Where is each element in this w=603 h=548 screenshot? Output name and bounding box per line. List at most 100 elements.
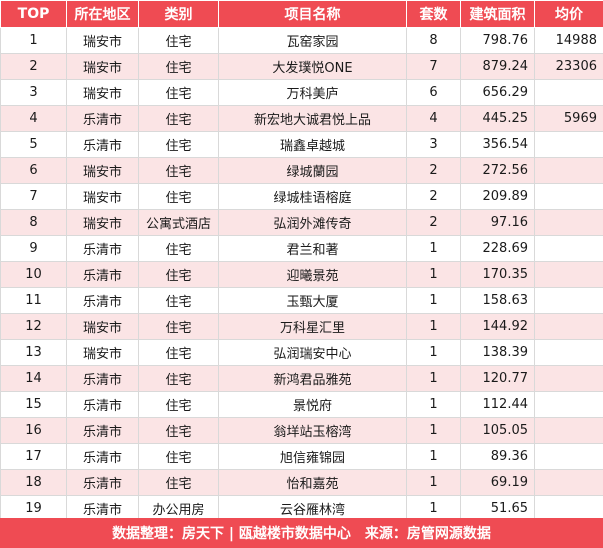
cell-category: 住宅 xyxy=(138,235,219,262)
cell-area: 356.54 xyxy=(460,131,535,158)
cell-top: 19 xyxy=(0,495,67,522)
cell-category: 公寓式酒店 xyxy=(138,209,219,236)
cell-units: 7 xyxy=(406,53,461,80)
cell-category: 住宅 xyxy=(138,417,219,444)
cell-project-name: 云谷雁林湾 xyxy=(218,495,407,522)
cell-project-name: 景悦府 xyxy=(218,391,407,418)
cell-units: 1 xyxy=(406,261,461,288)
cell-region: 瑞安市 xyxy=(66,27,139,54)
header-area: 建筑面积 xyxy=(460,0,535,28)
header-avg-price: 均价 xyxy=(534,0,603,28)
cell-units: 1 xyxy=(406,287,461,314)
cell-region: 乐清市 xyxy=(66,105,139,132)
cell-avg-price xyxy=(534,313,603,340)
cell-project-name: 大发璞悦ONE xyxy=(218,53,407,80)
cell-category: 住宅 xyxy=(138,469,219,496)
cell-project-name: 新鸿君品雅苑 xyxy=(218,365,407,392)
cell-category: 住宅 xyxy=(138,53,219,80)
cell-top: 13 xyxy=(0,339,67,366)
cell-category: 住宅 xyxy=(138,443,219,470)
cell-project-name: 绿城蘭园 xyxy=(218,157,407,184)
cell-project-name: 君兰和著 xyxy=(218,235,407,262)
cell-project-name: 瑞鑫卓越城 xyxy=(218,131,407,158)
cell-region: 瑞安市 xyxy=(66,157,139,184)
cell-category: 住宅 xyxy=(138,131,219,158)
header-region: 所在地区 xyxy=(66,0,139,28)
cell-units: 1 xyxy=(406,469,461,496)
cell-category: 住宅 xyxy=(138,287,219,314)
cell-top: 6 xyxy=(0,157,67,184)
cell-project-name: 弘润外滩传奇 xyxy=(218,209,407,236)
table-row: 12 瑞安市 住宅 万科星汇里 1 144.92 xyxy=(0,313,603,340)
cell-top: 1 xyxy=(0,27,67,54)
cell-units: 1 xyxy=(406,495,461,522)
cell-units: 1 xyxy=(406,365,461,392)
cell-units: 2 xyxy=(406,209,461,236)
cell-avg-price xyxy=(534,131,603,158)
cell-top: 15 xyxy=(0,391,67,418)
cell-region: 瑞安市 xyxy=(66,79,139,106)
cell-avg-price: 23306 xyxy=(534,53,603,80)
cell-top: 12 xyxy=(0,313,67,340)
cell-area: 51.65 xyxy=(460,495,535,522)
cell-category: 住宅 xyxy=(138,183,219,210)
cell-top: 7 xyxy=(0,183,67,210)
cell-category: 住宅 xyxy=(138,313,219,340)
cell-area: 120.77 xyxy=(460,365,535,392)
cell-avg-price xyxy=(534,443,603,470)
cell-units: 1 xyxy=(406,313,461,340)
cell-avg-price xyxy=(534,183,603,210)
cell-avg-price: 5969 xyxy=(534,105,603,132)
cell-region: 乐清市 xyxy=(66,443,139,470)
cell-region: 乐清市 xyxy=(66,469,139,496)
cell-units: 4 xyxy=(406,105,461,132)
cell-units: 1 xyxy=(406,339,461,366)
cell-avg-price xyxy=(534,209,603,236)
cell-region: 乐清市 xyxy=(66,261,139,288)
cell-category: 住宅 xyxy=(138,365,219,392)
table-row: 6 瑞安市 住宅 绿城蘭园 2 272.56 xyxy=(0,157,603,184)
table-row: 16 乐清市 住宅 翁垟站玉榕湾 1 105.05 xyxy=(0,417,603,444)
cell-region: 瑞安市 xyxy=(66,339,139,366)
cell-avg-price xyxy=(534,79,603,106)
table-row: 10 乐清市 住宅 迎曦景苑 1 170.35 xyxy=(0,261,603,288)
cell-area: 209.89 xyxy=(460,183,535,210)
header-units: 套数 xyxy=(406,0,461,28)
cell-category: 住宅 xyxy=(138,27,219,54)
cell-area: 170.35 xyxy=(460,261,535,288)
cell-units: 1 xyxy=(406,391,461,418)
cell-region: 乐清市 xyxy=(66,417,139,444)
table-row: 5 乐清市 住宅 瑞鑫卓越城 3 356.54 xyxy=(0,131,603,158)
cell-top: 2 xyxy=(0,53,67,80)
cell-region: 瑞安市 xyxy=(66,183,139,210)
cell-area: 138.39 xyxy=(460,339,535,366)
cell-avg-price xyxy=(534,391,603,418)
header-category: 类别 xyxy=(138,0,219,28)
header-top: TOP xyxy=(0,0,67,28)
cell-category: 住宅 xyxy=(138,157,219,184)
cell-area: 798.76 xyxy=(460,27,535,54)
table-row: 15 乐清市 住宅 景悦府 1 112.44 xyxy=(0,391,603,418)
table-body: 1 瑞安市 住宅 瓦窑家园 8 798.76 14988 2 瑞安市 住宅 大发璞悦ONE 7 879.… xyxy=(0,27,603,522)
cell-top: 16 xyxy=(0,417,67,444)
cell-top: 3 xyxy=(0,79,67,106)
cell-project-name: 迎曦景苑 xyxy=(218,261,407,288)
cell-category: 住宅 xyxy=(138,339,219,366)
cell-area: 112.44 xyxy=(460,391,535,418)
cell-avg-price xyxy=(534,157,603,184)
cell-region: 瑞安市 xyxy=(66,53,139,80)
cell-top: 10 xyxy=(0,261,67,288)
cell-project-name: 瓦窑家园 xyxy=(218,27,407,54)
cell-top: 11 xyxy=(0,287,67,314)
table-row: 19 乐清市 办公用房 云谷雁林湾 1 51.65 xyxy=(0,495,603,522)
cell-category: 住宅 xyxy=(138,261,219,288)
cell-area: 272.56 xyxy=(460,157,535,184)
cell-area: 656.29 xyxy=(460,79,535,106)
cell-top: 18 xyxy=(0,469,67,496)
cell-project-name: 新宏地大诚君悦上品 xyxy=(218,105,407,132)
cell-region: 乐清市 xyxy=(66,391,139,418)
table-row: 9 乐清市 住宅 君兰和著 1 228.69 xyxy=(0,235,603,262)
cell-avg-price xyxy=(534,235,603,262)
footer-source: 数据整理：房天下 | 瓯越楼市数据中心 来源：房管网源数据 xyxy=(0,518,603,548)
